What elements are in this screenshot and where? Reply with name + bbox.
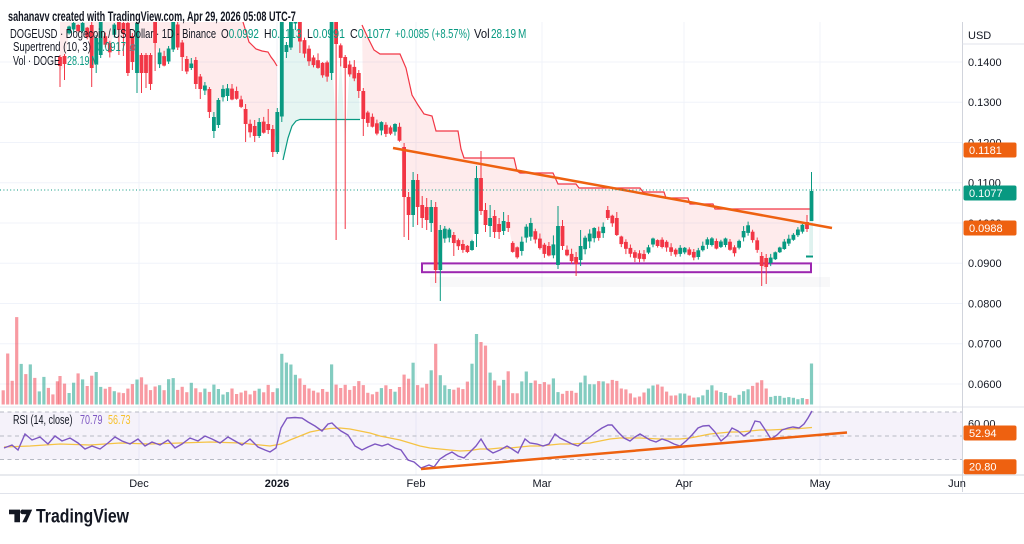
svg-text:0.0600: 0.0600 [968,379,1002,391]
svg-text:0.1181: 0.1181 [969,145,1002,157]
svg-text:Dec: Dec [129,478,149,490]
svg-text:USD: USD [968,30,991,42]
svg-text:0.0988: 0.0988 [969,223,1003,235]
svg-text:Mar: Mar [533,478,552,490]
svg-text:0.0700: 0.0700 [968,339,1002,351]
svg-text:0.1400: 0.1400 [968,57,1002,69]
svg-text:0.1300: 0.1300 [968,97,1002,109]
svg-text:52.94: 52.94 [969,428,997,440]
svg-text:Jun: Jun [948,478,966,490]
svg-text:0.0900: 0.0900 [968,258,1002,270]
svg-text:2026: 2026 [265,478,289,490]
svg-text:May: May [810,478,831,490]
svg-text:Feb: Feb [407,478,426,490]
svg-text:TradingView: TradingView [36,507,129,528]
svg-text:0.0800: 0.0800 [968,298,1002,310]
svg-text:Apr: Apr [675,478,692,490]
svg-text:0.1077: 0.1077 [969,188,1003,200]
svg-text:20.80: 20.80 [969,462,997,474]
